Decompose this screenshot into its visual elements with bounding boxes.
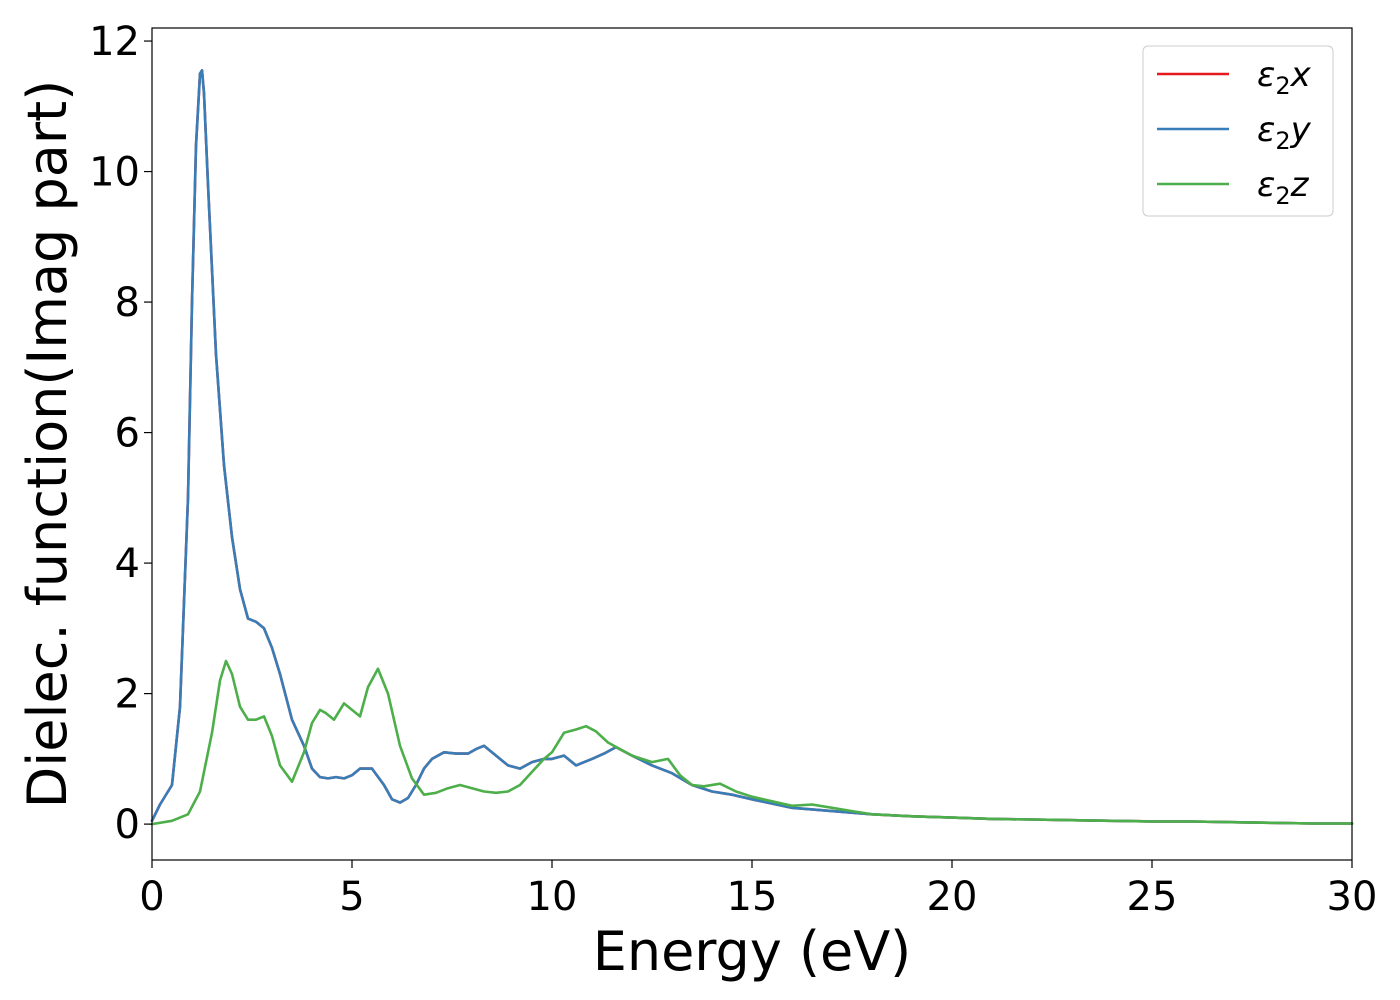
legend-label: ε2y	[1257, 110, 1312, 155]
legend-box	[1142, 45, 1334, 217]
x-tick-label: 25	[1127, 874, 1178, 920]
y-tick-label: 2	[115, 672, 140, 718]
y-axis-label: Dielec. function(Imag part)	[16, 80, 79, 809]
y-tick-label: 0	[115, 802, 140, 848]
x-tick-label: 30	[1327, 874, 1378, 920]
series-line-z	[150, 659, 1354, 826]
legend-label-axis: z	[1290, 165, 1310, 205]
x-tick-label: 0	[139, 874, 164, 920]
y-tick-label: 8	[115, 280, 140, 326]
x-tick-label: 5	[339, 874, 364, 920]
y-tick-label: 6	[115, 411, 140, 457]
y-tick-label: 4	[115, 541, 140, 587]
y-tick-label: 12	[89, 19, 140, 65]
legend-label-subscript: 2	[1275, 127, 1290, 155]
legend-label-subscript: 2	[1275, 72, 1290, 100]
x-axis-ticks: 0 5 10 15 20 25 30	[139, 860, 1377, 920]
series-layer	[150, 69, 1354, 826]
legend-label: ε2x	[1257, 55, 1312, 100]
legend-label-symbol: ε	[1257, 55, 1275, 95]
x-axis-label: Energy (eV)	[593, 920, 912, 983]
x-tick-label: 20	[927, 874, 978, 920]
x-tick-label: 15	[727, 874, 778, 920]
legend-label-subscript: 2	[1275, 182, 1290, 210]
y-axis-ticks: 0 2 4 6 8 10 12	[89, 19, 152, 848]
legend-label-symbol: ε	[1257, 165, 1275, 205]
y-tick-label: 10	[89, 150, 140, 196]
legend-label-symbol: ε	[1257, 110, 1275, 150]
legend-label: ε2z	[1257, 165, 1310, 210]
legend-label-axis: y	[1290, 110, 1312, 150]
x-tick-label: 10	[527, 874, 578, 920]
legend-label-axis: x	[1290, 55, 1312, 95]
